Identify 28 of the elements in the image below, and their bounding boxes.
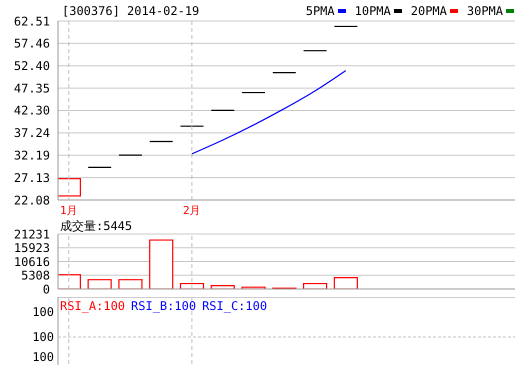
y-tick-label: 32.19 bbox=[14, 148, 50, 162]
legend-label: 5PMA bbox=[306, 4, 335, 18]
y-tick-label: 47.35 bbox=[14, 81, 50, 96]
y-tick-label: 21231 bbox=[14, 227, 50, 242]
y-tick-label: 62.51 bbox=[14, 14, 50, 28]
chart-title: 成交量:5445 bbox=[60, 218, 132, 235]
y-tick-label: 27.13 bbox=[14, 170, 50, 185]
y-tick-label: 15923 bbox=[14, 241, 50, 256]
y-tick-label: 42.30 bbox=[14, 104, 50, 118]
x-tick-label: 2月 bbox=[183, 204, 201, 217]
y-tick-label: 57.46 bbox=[14, 36, 50, 51]
y-tick-label: 10616 bbox=[14, 254, 50, 269]
legend-label: 10PMA bbox=[354, 4, 391, 18]
legend-label: 20PMA bbox=[410, 4, 447, 18]
chart-title: [300376] 2014-02-19 bbox=[62, 4, 200, 18]
y-tick-label: 22.08 bbox=[14, 193, 50, 208]
text: RSI_B:100 bbox=[131, 299, 196, 313]
text: 100 bbox=[32, 305, 54, 319]
y-tick-label: 52.40 bbox=[14, 59, 50, 74]
y-tick-label: 37.24 bbox=[14, 126, 50, 140]
text: RSI_C:100 bbox=[202, 299, 268, 313]
y-tick-label: 0 bbox=[42, 282, 50, 296]
text: RSI_A:100 bbox=[60, 299, 126, 313]
x-tick-label: 1月 bbox=[60, 204, 78, 217]
legend-label: 30PMA bbox=[466, 4, 503, 18]
y-tick-label: 5308 bbox=[21, 268, 50, 283]
text: 100 bbox=[32, 330, 54, 344]
text: 100 bbox=[32, 350, 54, 364]
